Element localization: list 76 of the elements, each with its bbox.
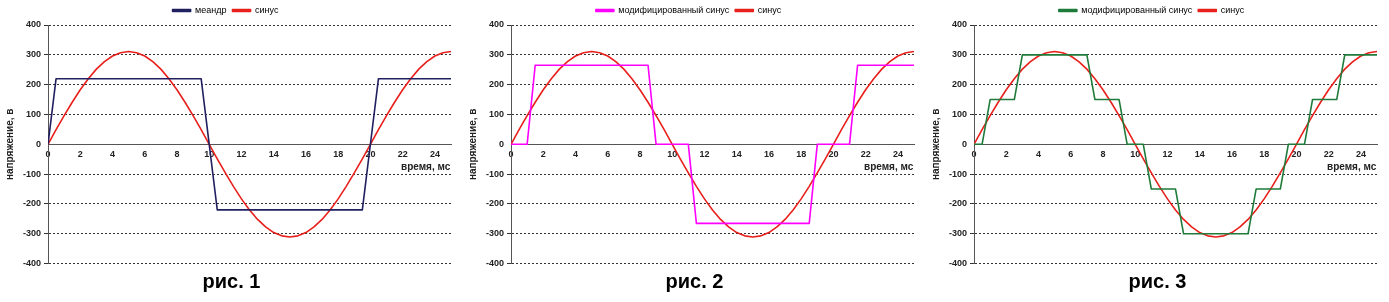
y-tick-label: -100 [949,168,968,179]
y-tick-label: 200 [488,79,505,90]
x-tick-label: 10 [667,149,678,160]
y-tick-label: 400 [488,19,505,30]
x-tick-label: 14 [731,149,742,160]
x-tick-label: 4 [572,149,578,160]
x-tick-label: 24 [892,149,903,160]
x-tick-label: 20 [1291,149,1302,160]
x-tick-label: 12 [1162,149,1173,160]
y-tick-label: 200 [951,79,968,90]
y-tick-label: -400 [949,258,968,269]
x-tick-label: 22 [1323,149,1334,160]
x-tick-label: 12 [236,149,247,160]
y-tick-label: -200 [486,198,505,209]
y-tick-label: 100 [25,108,42,119]
y-tick-label: 0 [499,138,505,149]
x-axis-title: время, мс [1326,161,1378,173]
x-tick-label: 20 [828,149,839,160]
y-tick-label: 0 [962,138,968,149]
x-tick-label: 18 [333,149,344,160]
x-tick-label: 24 [429,149,440,160]
y-tick-label: -300 [486,228,505,239]
x-tick-label: 16 [1226,149,1237,160]
x-tick-label: 22 [397,149,408,160]
text: рис. 2 [664,270,725,293]
y-tick-label: -300 [949,228,968,239]
x-tick-label: 16 [300,149,311,160]
y-tick-label: 300 [25,49,42,60]
x-tick-label: 4 [109,149,115,160]
x-tick-label: 6 [142,149,148,160]
y-tick-label: -400 [486,258,505,269]
y-axis-title: напряжение, в [3,108,15,181]
y-axis-title: напряжение, в [466,108,478,181]
x-tick-label: 24 [1355,149,1366,160]
y-tick-label: 300 [951,49,968,60]
y-tick-label: 100 [951,108,968,119]
y-tick-label: -100 [486,168,505,179]
x-tick-label: 2 [1003,149,1009,160]
y-tick-label: 100 [488,108,505,119]
y-tick-label: -400 [23,258,42,269]
x-tick-label: 2 [540,149,546,160]
x-tick-label: 2 [77,149,83,160]
y-tick-label: 0 [36,138,42,149]
y-tick-label: -100 [23,168,42,179]
legend-label: меандр [195,4,227,15]
x-tick-label: 18 [796,149,807,160]
x-tick-label: 16 [763,149,774,160]
x-tick-label: 18 [1259,149,1270,160]
y-tick-label: -200 [23,198,42,209]
y-tick-label: 400 [951,19,968,30]
x-tick-label: 12 [699,149,710,160]
x-tick-label: 14 [1194,149,1205,160]
legend-label: модифицированный синус [618,4,730,15]
x-tick-label: 6 [605,149,611,160]
text: рис. 1 [201,270,262,293]
y-tick-label: -300 [23,228,42,239]
legend-label: модифицированный синус [1081,4,1193,15]
x-tick-label: 22 [860,149,871,160]
legend-label: синус [757,4,782,15]
x-tick-label: 6 [1068,149,1074,160]
y-tick-label: -200 [949,198,968,209]
y-tick-label: 300 [488,49,505,60]
x-tick-label: 8 [1100,149,1106,160]
x-tick-label: 4 [1035,149,1041,160]
x-axis-title: время, мс [863,161,915,173]
y-tick-label: 400 [25,19,42,30]
y-axis-title: напряжение, в [929,108,941,181]
x-tick-label: 8 [637,149,643,160]
legend-label: синус [255,4,279,15]
x-axis-title: время, мс [400,161,452,173]
legend-label: синус [1220,4,1245,15]
y-tick-label: 200 [25,79,42,90]
text: рис. 3 [1127,270,1188,293]
x-tick-label: 10 [1130,149,1141,160]
x-tick-label: 8 [174,149,180,160]
x-tick-label: 14 [268,149,279,160]
